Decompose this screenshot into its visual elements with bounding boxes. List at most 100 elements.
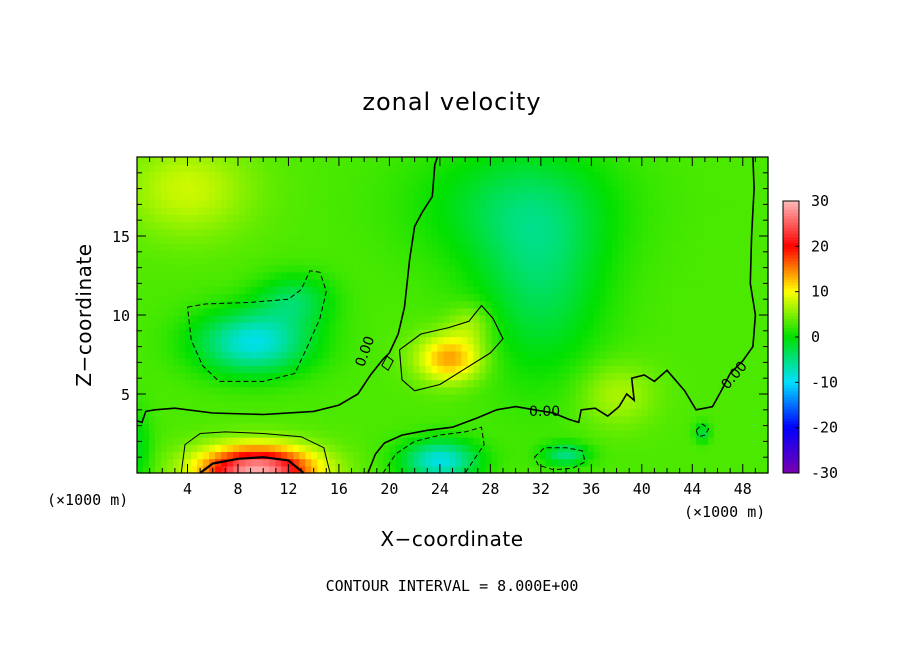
field-cell	[287, 401, 294, 409]
field-cell	[473, 458, 481, 467]
field-cell	[395, 336, 403, 345]
field-cell	[755, 386, 763, 395]
field-cell	[725, 185, 733, 194]
field-cell	[527, 401, 535, 409]
field-cell	[719, 214, 727, 223]
field-cell	[389, 171, 397, 180]
field-cell	[503, 214, 511, 223]
field-cell	[431, 214, 439, 223]
field-cell	[701, 365, 709, 374]
field-cell	[533, 157, 541, 165]
field-cell	[233, 178, 240, 187]
field-cell	[455, 192, 463, 201]
field-cell	[737, 171, 745, 180]
field-cell	[413, 257, 421, 266]
field-cell	[437, 415, 445, 424]
field-cell	[311, 164, 318, 172]
field-cell	[707, 271, 715, 280]
field-cell	[521, 271, 529, 280]
field-cell	[401, 322, 409, 330]
field-cell	[173, 293, 180, 302]
field-cell	[473, 236, 481, 244]
field-cell	[215, 350, 222, 359]
field-cell	[461, 171, 469, 180]
field-cell	[185, 358, 192, 366]
field-cell	[749, 257, 757, 266]
field-cell	[209, 185, 216, 194]
field-cell	[557, 171, 565, 180]
field-cell	[515, 386, 523, 395]
field-cell	[143, 264, 150, 273]
field-cell	[323, 207, 330, 216]
field-cell	[149, 286, 156, 295]
field-cell	[353, 236, 360, 244]
field-cell	[311, 185, 318, 194]
field-cell	[233, 164, 240, 172]
field-cell	[239, 336, 246, 345]
field-cell	[227, 300, 234, 309]
field-cell	[497, 437, 505, 445]
field-cell	[707, 465, 715, 474]
field-cell	[203, 236, 210, 244]
field-cell	[215, 257, 222, 266]
field-cell	[179, 228, 186, 237]
field-cell	[347, 271, 354, 280]
field-cell	[311, 343, 318, 352]
field-cell	[203, 329, 210, 338]
field-cell	[329, 350, 336, 359]
field-cell	[617, 386, 625, 395]
field-cell	[347, 458, 354, 467]
field-cell	[407, 164, 415, 172]
field-cell	[593, 243, 601, 251]
field-cell	[167, 465, 174, 474]
field-cell	[419, 214, 427, 223]
field-cell	[353, 365, 360, 374]
field-cell	[737, 185, 745, 194]
field-cell	[647, 207, 655, 216]
field-cell	[473, 257, 481, 266]
field-cell	[731, 358, 739, 366]
field-cell	[683, 365, 691, 374]
field-cell	[509, 315, 517, 323]
field-cell	[479, 458, 487, 467]
field-cell	[389, 444, 397, 453]
field-cell	[527, 408, 535, 417]
field-cell	[641, 221, 649, 230]
field-cell	[533, 214, 541, 223]
field-cell	[509, 271, 517, 280]
field-cell	[263, 437, 270, 445]
field-cell	[539, 343, 547, 352]
field-cell	[383, 451, 390, 460]
field-cell	[641, 228, 649, 237]
field-cell	[419, 451, 427, 460]
field-cell	[233, 279, 240, 287]
field-cell	[389, 214, 397, 223]
field-cell	[287, 243, 294, 251]
field-cell	[665, 200, 673, 208]
field-cell	[737, 214, 745, 223]
field-cell	[317, 350, 324, 359]
field-cell	[185, 365, 192, 374]
colorbar-swatch	[783, 210, 799, 214]
field-cell	[521, 157, 529, 165]
field-cell	[467, 336, 475, 345]
field-cell	[251, 408, 258, 417]
field-cell	[377, 437, 384, 445]
field-cell	[665, 178, 673, 187]
field-cell	[587, 286, 595, 295]
field-cell	[383, 192, 390, 201]
field-cell	[449, 394, 457, 402]
field-cell	[413, 458, 421, 467]
field-cell	[653, 221, 661, 230]
field-cell	[491, 257, 499, 266]
field-cell	[647, 286, 655, 295]
field-cell	[563, 264, 571, 273]
field-cell	[395, 178, 403, 187]
field-cell	[197, 358, 204, 366]
field-cell	[263, 451, 270, 460]
field-cell	[431, 365, 439, 374]
field-cell	[419, 250, 427, 259]
field-cell	[653, 372, 661, 381]
field-cell	[743, 358, 751, 366]
field-cell	[275, 178, 282, 187]
